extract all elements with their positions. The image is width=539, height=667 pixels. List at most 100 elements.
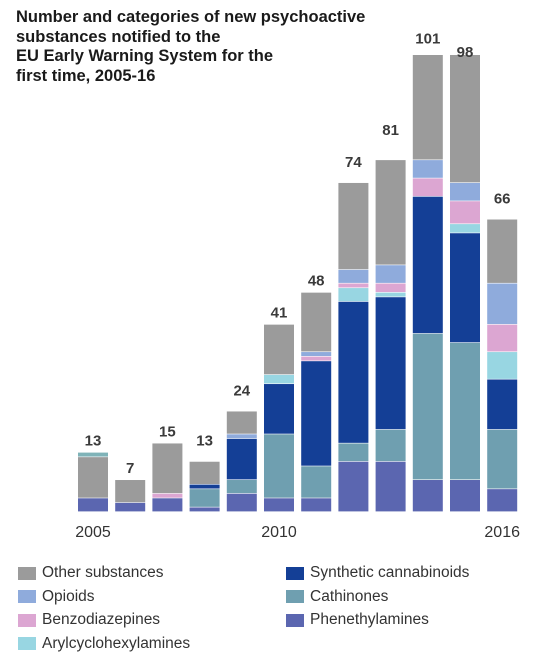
bar-total-label: 15: [159, 423, 176, 440]
bar-total-label: 81: [382, 122, 399, 139]
bar-segment-2014-phenethylamines: [412, 480, 443, 512]
bar-total-label: 13: [196, 433, 213, 450]
legend-swatch: [18, 637, 36, 650]
bar-segment-2005-other-substances: [78, 457, 108, 498]
bar-segment-2011-phenethylamines: [301, 498, 332, 512]
bar-segment-2016-arylcyclohexylamines: [487, 352, 518, 379]
chart-title-line: substances notified to the: [16, 27, 221, 46]
bar-segment-2010-arylcyclohexylamines: [264, 374, 294, 384]
stacked-bar-chart: 13 7 15 13 24 41 48 74 81 101 98 66 2005 2010 2016: [75, 30, 520, 541]
bar-segment-2015-arylcyclohexylamines: [450, 224, 480, 233]
legend-swatch: [18, 566, 36, 580]
bar-segment-2012-arylcyclohexylamines: [338, 288, 369, 302]
bar-segment-2015-cathinones: [450, 342, 480, 480]
x-axis-tick-label: 2005: [75, 524, 111, 541]
legend-swatch: [286, 566, 304, 580]
bar-segment-2011-other-substances: [301, 292, 332, 352]
bar-segment-2005-phenethylamines: [78, 498, 108, 512]
legend-item: Benzodiazepines: [18, 609, 160, 631]
bar-segment-2015-synthetic-cannabinoids: [450, 233, 480, 343]
bar-segment-2011-opioids: [301, 352, 332, 357]
chart-title-line: Number and categories of new psychoactiv…: [16, 8, 366, 26]
bar-segment-2010-other-substances: [264, 324, 294, 375]
legend-swatch: [18, 613, 36, 627]
chart-legend: Other substances Synthetic cannabinoids Op…: [18, 562, 533, 658]
bar-segment-2016-cathinones: [487, 429, 518, 489]
legend-label: Arylcyclohexylamines: [42, 634, 191, 652]
bar-segment-2009-cathinones: [226, 480, 257, 494]
legend-item: Cathinones: [286, 586, 388, 608]
bar-segment-2014-benzodiazepines: [412, 178, 443, 197]
bar-segment-2012-cathinones: [338, 443, 369, 462]
bar-segment-2014-cathinones: [412, 333, 443, 480]
bar-segment-2016-opioids: [487, 283, 518, 325]
bar-segment-2012-synthetic-cannabinoids: [338, 301, 369, 443]
bar-segment-2016-benzodiazepines: [487, 324, 518, 352]
bar-segment-2014-opioids: [412, 160, 443, 178]
bar-total-label: 74: [345, 154, 362, 171]
bar-segment-2013-benzodiazepines: [375, 283, 406, 293]
legend-label: Other substances: [42, 564, 164, 581]
bar-segment-2015-phenethylamines: [450, 480, 480, 512]
bar-segment-2014-other-substances: [412, 55, 443, 160]
bar-segment-2008-phenethylamines: [189, 507, 220, 512]
legend-label: Cathinones: [310, 587, 389, 605]
bar-segment-2008-cathinones: [189, 489, 220, 507]
bar-segment-2013-cathinones: [375, 429, 406, 462]
bar-segment-2015-opioids: [450, 182, 480, 201]
bar-total-label: 101: [415, 30, 440, 47]
bar-segment-2009-phenethylamines: [226, 493, 257, 512]
legend-item: Other substances: [18, 562, 163, 584]
legend-label: Benzodiazepines: [42, 611, 161, 628]
bar-segment-2009-other-substances: [226, 411, 257, 434]
bar-segment-2015-other-substances: [450, 55, 480, 183]
chart-title-line: EU Early Warning System for the: [16, 47, 274, 65]
bar-segment-2011-cathinones: [301, 466, 332, 498]
bar-segment-2007-benzodiazepines: [152, 493, 183, 498]
bar-segment-2013-other-substances: [375, 160, 406, 265]
legend-swatch: [286, 613, 304, 627]
bar-segment-2008-other-substances: [189, 461, 220, 484]
bar-total-label: 66: [494, 190, 511, 207]
chart-title-line: first time, 2005-16: [16, 66, 156, 85]
bar-segment-2012-opioids: [338, 269, 369, 283]
legend-item: Phenethylamines: [286, 609, 429, 631]
bar-segment-2010-phenethylamines: [264, 498, 294, 512]
bar-segment-2009-synthetic-cannabinoids: [226, 438, 257, 480]
bar-segment-2006-other-substances: [115, 480, 146, 503]
legend-swatch: [286, 590, 304, 603]
x-axis-tick-label: 2016: [484, 524, 520, 541]
bar-segment-2010-synthetic-cannabinoids: [264, 384, 294, 434]
bar-segment-2005-other-minor-: [78, 452, 108, 457]
bar-segment-2012-other-substances: [338, 182, 369, 270]
x-axis-tick-label: 2010: [261, 524, 297, 541]
bar-total-label: 98: [457, 44, 474, 61]
bar-total-label: 41: [271, 305, 288, 322]
bar-total-label: 24: [233, 382, 250, 399]
bar-segment-2015-benzodiazepines: [450, 201, 480, 224]
bar-segment-2013-phenethylamines: [375, 461, 406, 512]
bar-segment-2013-opioids: [375, 265, 406, 283]
bar-segment-2011-benzodiazepines: [301, 356, 332, 361]
bar-segment-2014-synthetic-cannabinoids: [412, 196, 443, 334]
bar-segment-2011-synthetic-cannabinoids: [301, 361, 332, 466]
legend-swatch: [18, 590, 36, 603]
bar-total-label: 13: [85, 433, 102, 450]
legend-item: Synthetic cannabinoids: [286, 562, 469, 584]
legend-label: Phenethylamines: [310, 611, 429, 628]
legend-item: Opioids: [18, 586, 95, 608]
bar-segment-2009-opioids: [226, 434, 257, 439]
bar-segment-2016-phenethylamines: [487, 489, 518, 512]
legend-item: Arylcyclohexylamines: [18, 633, 190, 655]
bar-segment-2010-cathinones: [264, 434, 294, 498]
bar-segment-2006-phenethylamines: [115, 502, 146, 512]
bar-segment-2012-phenethylamines: [338, 461, 369, 512]
bar-segment-2013-synthetic-cannabinoids: [375, 297, 406, 430]
bar-segment-2007-other-substances: [152, 443, 183, 494]
bar-segment-2012-benzodiazepines: [338, 283, 369, 288]
bar-segment-2016-synthetic-cannabinoids: [487, 379, 518, 430]
bar-total-label: 7: [126, 460, 134, 477]
bar-total-label: 48: [308, 273, 325, 290]
bar-segment-2016-other-substances: [487, 219, 518, 283]
bar-segment-2007-phenethylamines: [152, 498, 183, 512]
